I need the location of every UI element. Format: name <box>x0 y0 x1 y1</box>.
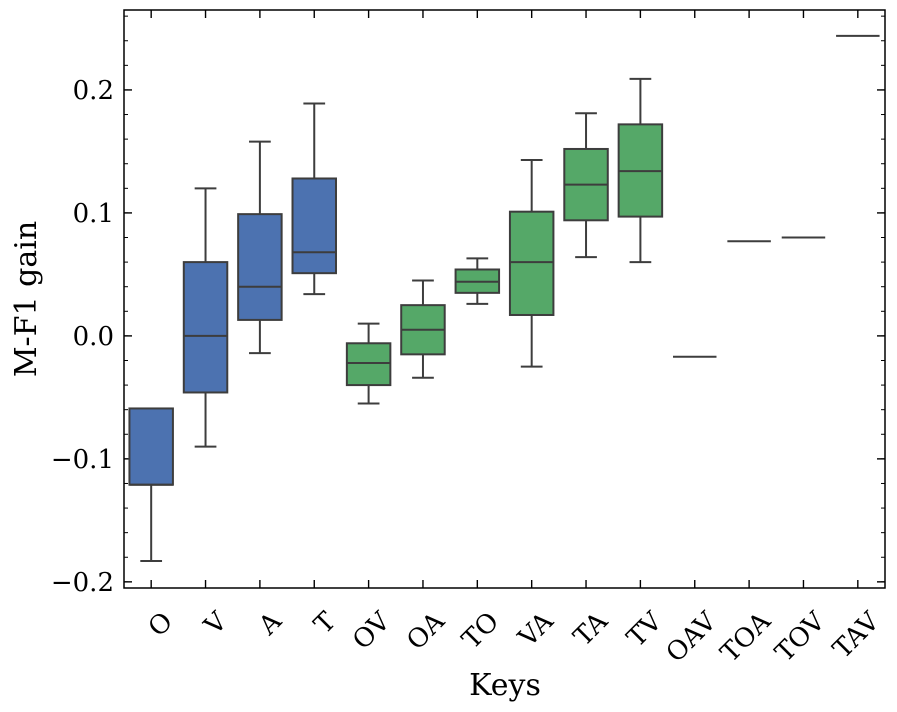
box-ov <box>345 322 392 405</box>
y-tick-labels: −0.2 −0.1 0.0 0.1 0.2 <box>51 76 114 598</box>
x-tick-label: TO <box>457 607 506 656</box>
x-tick-label: OA <box>401 606 451 656</box>
x-tick-label: O <box>143 607 179 643</box>
box-o <box>128 407 174 562</box>
x-tick-label: TOV <box>770 606 832 668</box>
boxes-layer <box>128 34 880 562</box>
x-tick-label: V <box>198 606 234 642</box>
box-body <box>128 407 174 486</box>
x-axis-title: Keys <box>469 668 541 703</box>
box-body <box>508 210 555 316</box>
box-a <box>237 140 283 355</box>
box-v <box>182 187 229 448</box>
box-ta <box>563 112 609 259</box>
x-tick-label: TOA <box>715 606 778 669</box>
x-tick-label: VA <box>512 606 560 654</box>
box-t <box>291 102 337 296</box>
x-tick-label: TAV <box>828 606 887 665</box>
x-tick-label: T <box>309 606 343 640</box>
y-axis-title: M-F1 gain <box>9 221 44 377</box>
major-ticks <box>124 10 885 588</box>
x-tick-label: OAV <box>661 606 724 669</box>
y-tick-label: −0.1 <box>51 445 114 475</box>
box-tv <box>617 77 664 264</box>
plot-frame <box>123 9 886 589</box>
box-body <box>291 177 337 275</box>
x-tick-label: OV <box>347 606 397 656</box>
box-va <box>508 159 555 368</box>
box-oa <box>400 279 446 379</box>
y-tick-label: 0.1 <box>73 199 114 229</box>
x-tick-label: TA <box>568 606 615 653</box>
x-tick-label: A <box>253 606 289 642</box>
box-to <box>454 257 501 305</box>
y-tick-label: 0.2 <box>73 76 114 106</box>
box-body <box>182 261 229 394</box>
y-tick-label: 0.0 <box>73 322 114 352</box>
box-body <box>237 213 283 321</box>
box-body <box>345 342 392 387</box>
y-tick-label: −0.2 <box>51 568 114 598</box>
